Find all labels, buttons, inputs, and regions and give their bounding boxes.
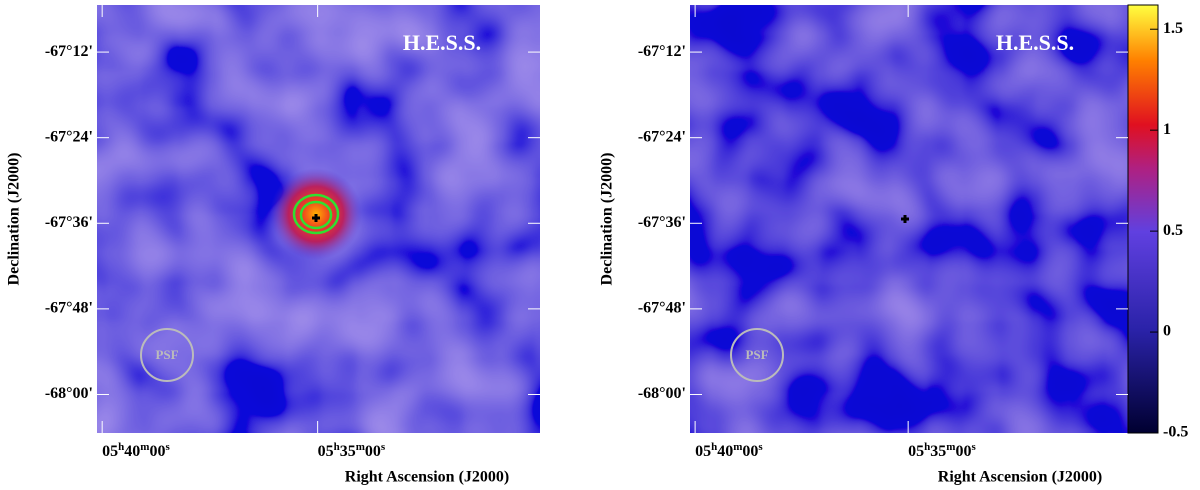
colorbar-tick-label: 0 xyxy=(1163,323,1171,340)
panel-title: H.E.S.S. xyxy=(996,30,1074,55)
y-tick-label: -67°24' xyxy=(45,128,93,145)
x-tick-label: 05h35m00s xyxy=(908,441,976,460)
contour xyxy=(299,200,333,230)
y-axis-label: Declination (J2000) xyxy=(6,153,23,286)
x-tick-label: 05h40m00s xyxy=(695,441,763,460)
colorbar-tick-label: -0.5 xyxy=(1163,424,1188,441)
panel-1 xyxy=(97,5,540,433)
x-tick-label: 05h40m00s xyxy=(102,441,170,460)
colorbar-tick-label: 1 xyxy=(1163,121,1171,138)
y-axis-label: Declination (J2000) xyxy=(599,153,616,286)
psf-circle xyxy=(730,328,784,382)
colorbar-tick-label: 1.5 xyxy=(1163,20,1183,37)
source-marker xyxy=(312,214,320,222)
y-tick-label: -67°36' xyxy=(45,214,93,231)
contour xyxy=(292,193,340,235)
source-marker xyxy=(901,215,909,223)
x-axis-label: Right Ascension (J2000) xyxy=(938,469,1102,486)
psf-label: PSF xyxy=(155,347,178,362)
panel-2 xyxy=(690,4,1159,434)
y-tick-label: -67°36' xyxy=(638,214,686,231)
colorbar xyxy=(1127,4,1159,434)
y-tick-label: -67°48' xyxy=(638,300,686,317)
y-tick-label: -67°24' xyxy=(638,128,686,145)
psf-circle xyxy=(140,328,194,382)
y-tick-label: -68°00' xyxy=(638,385,686,402)
y-tick-label: -67°12' xyxy=(638,43,686,60)
y-tick-label: -67°12' xyxy=(45,43,93,60)
panel-title: H.E.S.S. xyxy=(403,30,481,55)
x-tick-label: 05h35m00s xyxy=(318,441,386,460)
x-axis-label: Right Ascension (J2000) xyxy=(345,469,509,486)
y-tick-label: -67°48' xyxy=(45,300,93,317)
y-tick-label: -68°00' xyxy=(45,385,93,402)
colorbar-tick-label: 0.5 xyxy=(1163,222,1183,239)
psf-label: PSF xyxy=(745,347,768,362)
